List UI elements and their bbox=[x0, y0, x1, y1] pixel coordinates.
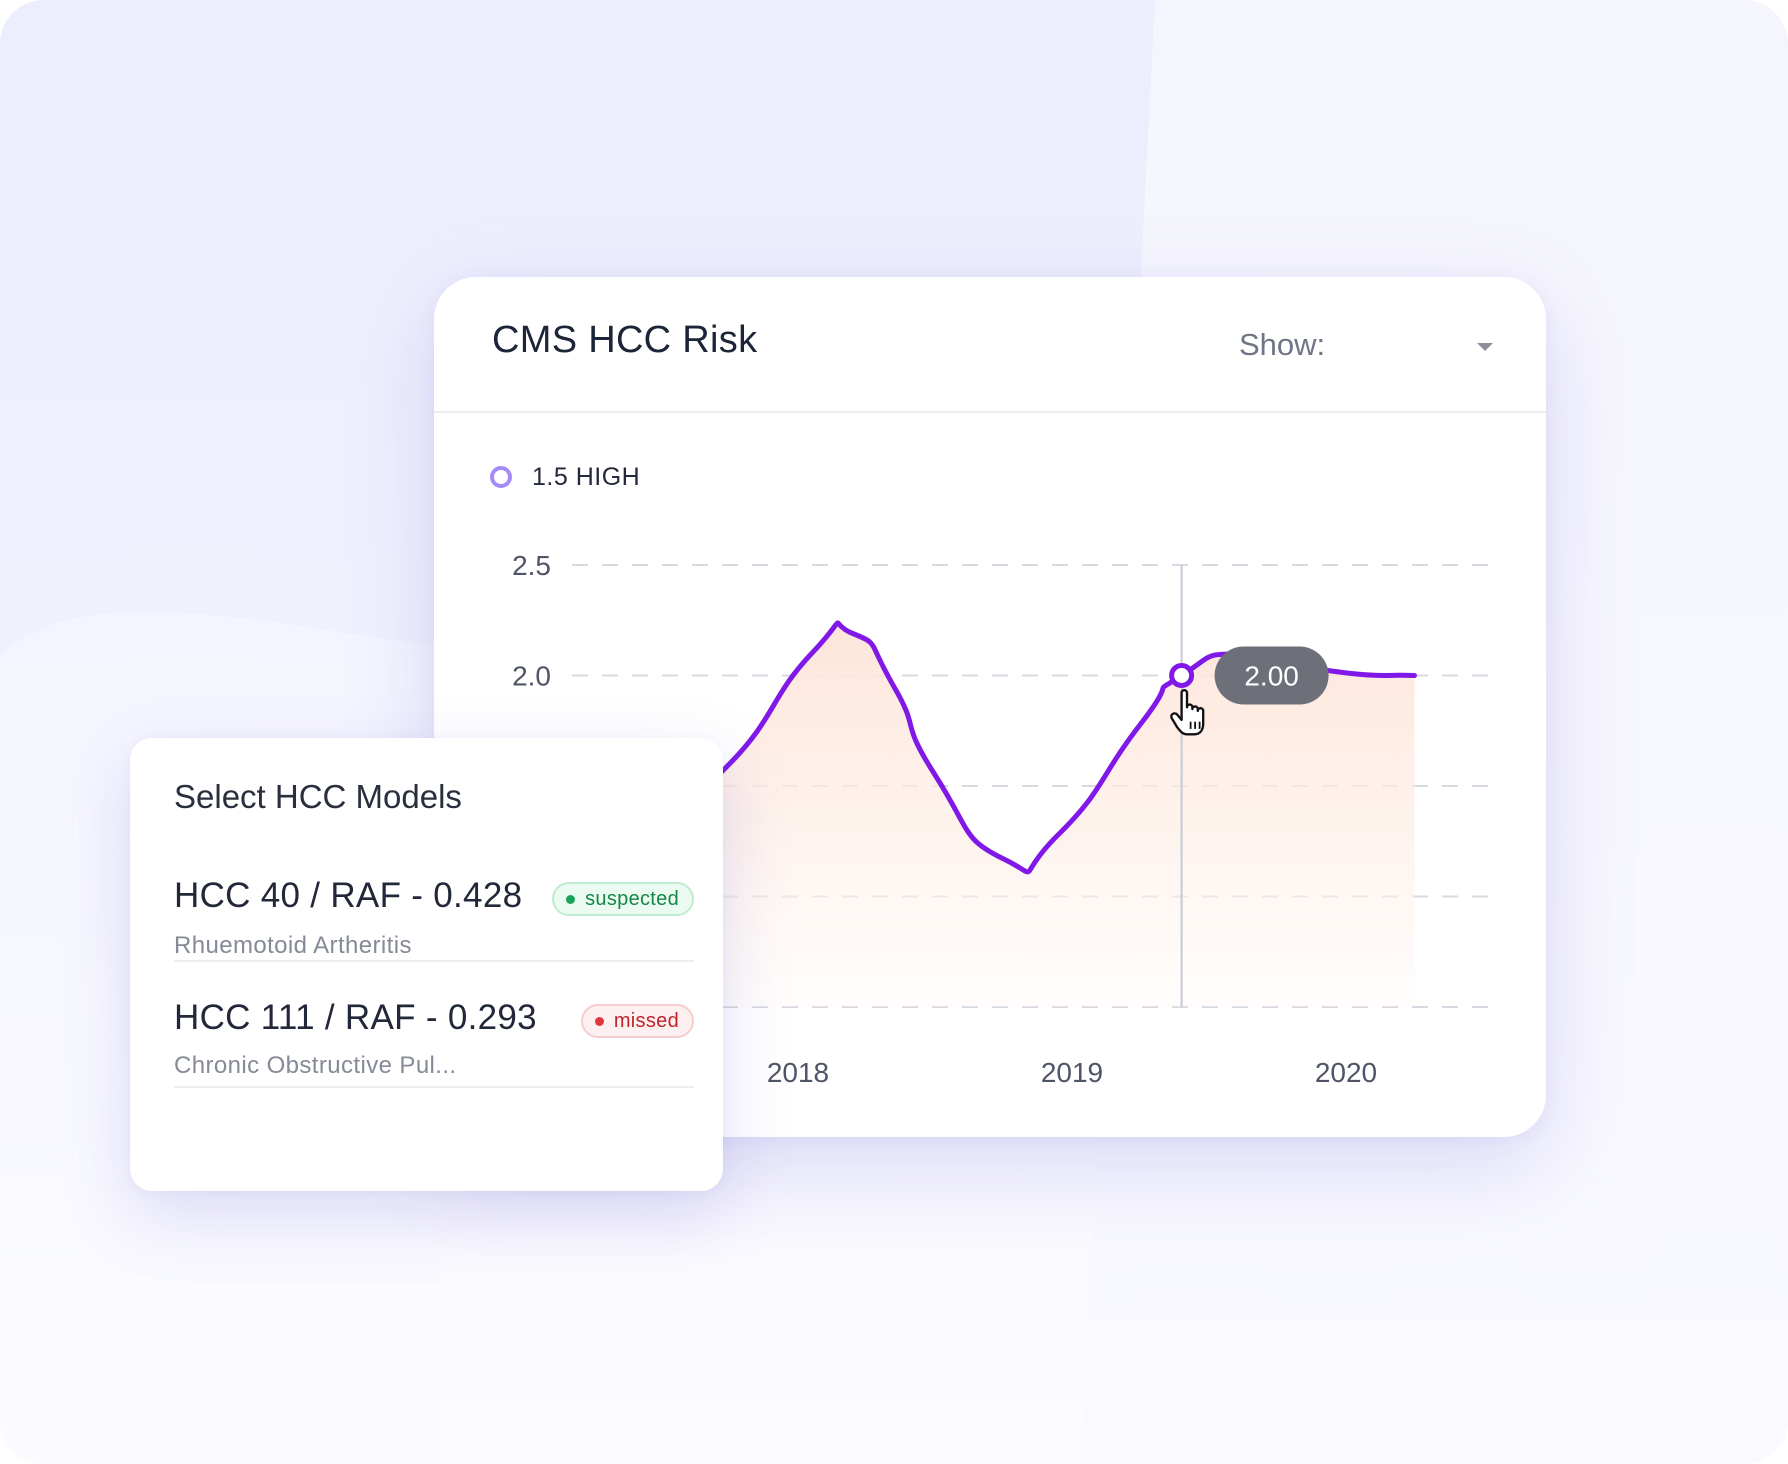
model-name: HCC 111 / RAF - 0.293 bbox=[174, 998, 537, 1037]
x-tick-label: 2018 bbox=[767, 1057, 829, 1088]
status-label: suspected bbox=[585, 887, 679, 910]
status-badge-suspected: suspected bbox=[552, 882, 694, 916]
status-label: missed bbox=[613, 1009, 679, 1032]
status-dot-icon bbox=[566, 894, 576, 904]
x-tick-label: 2020 bbox=[1315, 1057, 1377, 1088]
status-badge-missed: missed bbox=[580, 1004, 694, 1038]
legend-label: 1.5 HIGH bbox=[532, 462, 641, 491]
highlight-point[interactable] bbox=[1169, 663, 1195, 688]
series-area bbox=[619, 622, 1415, 1007]
tooltip-value: 2.00 bbox=[1244, 661, 1299, 692]
model-description: Chronic Obstructive Pul... bbox=[174, 1052, 457, 1079]
show-select-label: Show: bbox=[1239, 327, 1326, 362]
cms-hcc-risk-card: CMS HCC Risk Show: 1.5 HIGH 2.5 2.0 2018 2… bbox=[434, 277, 1546, 1137]
model-name: HCC 40 / RAF - 0.428 bbox=[174, 876, 523, 915]
models-card-title: Select HCC Models bbox=[174, 778, 462, 815]
hand-cursor-icon bbox=[1170, 689, 1205, 736]
legend-marker-icon bbox=[490, 466, 512, 488]
card-header: CMS HCC Risk Show: bbox=[434, 277, 1546, 413]
x-tick-label: 2019 bbox=[1041, 1057, 1103, 1088]
model-description: Rhuemotoid Artheritis bbox=[174, 932, 412, 959]
chart-legend: 1.5 HIGH bbox=[490, 457, 640, 497]
model-item-hcc-111[interactable]: HCC 111 / RAF - 0.293 missed Chronic Obs… bbox=[174, 960, 694, 1088]
status-dot-icon bbox=[594, 1016, 604, 1026]
card-title: CMS HCC Risk bbox=[492, 319, 758, 361]
value-tooltip: 2.00 bbox=[1214, 646, 1329, 705]
show-dropdown[interactable] bbox=[1470, 337, 1500, 357]
y-tick-label: 2.5 bbox=[512, 550, 551, 581]
model-item-hcc-40[interactable]: HCC 40 / RAF - 0.428 suspected Rhuemotoi… bbox=[174, 856, 694, 962]
y-tick-label: 2.0 bbox=[512, 661, 551, 692]
risk-chart[interactable]: 2.5 2.0 2018 2019 2020 2.00 bbox=[434, 277, 1546, 1137]
hcc-models-card: Select HCC Models HCC 40 / RAF - 0.428 s… bbox=[130, 738, 723, 1191]
caret-down-icon bbox=[1477, 343, 1493, 351]
